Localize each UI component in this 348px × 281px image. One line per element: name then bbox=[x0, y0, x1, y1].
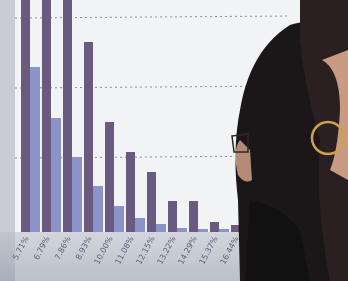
bar bbox=[114, 206, 124, 232]
bar bbox=[126, 152, 135, 232]
bar bbox=[198, 229, 208, 232]
bar bbox=[30, 67, 40, 232]
bar bbox=[42, 0, 51, 232]
bar bbox=[219, 229, 229, 232]
bar bbox=[189, 201, 198, 232]
bar bbox=[147, 172, 156, 232]
bar bbox=[63, 0, 72, 232]
bar bbox=[177, 228, 187, 232]
bar bbox=[21, 0, 30, 232]
bar bbox=[93, 186, 103, 232]
bar bbox=[72, 157, 82, 232]
bar bbox=[84, 42, 93, 232]
bar bbox=[168, 201, 177, 232]
bar bbox=[135, 218, 145, 232]
photo: 5.71%6.79%7.86%8.93%10.00%11.08%12.15%13… bbox=[0, 0, 348, 281]
bar bbox=[156, 224, 166, 232]
bar bbox=[210, 222, 219, 232]
bar bbox=[51, 118, 61, 232]
bar bbox=[105, 122, 114, 232]
